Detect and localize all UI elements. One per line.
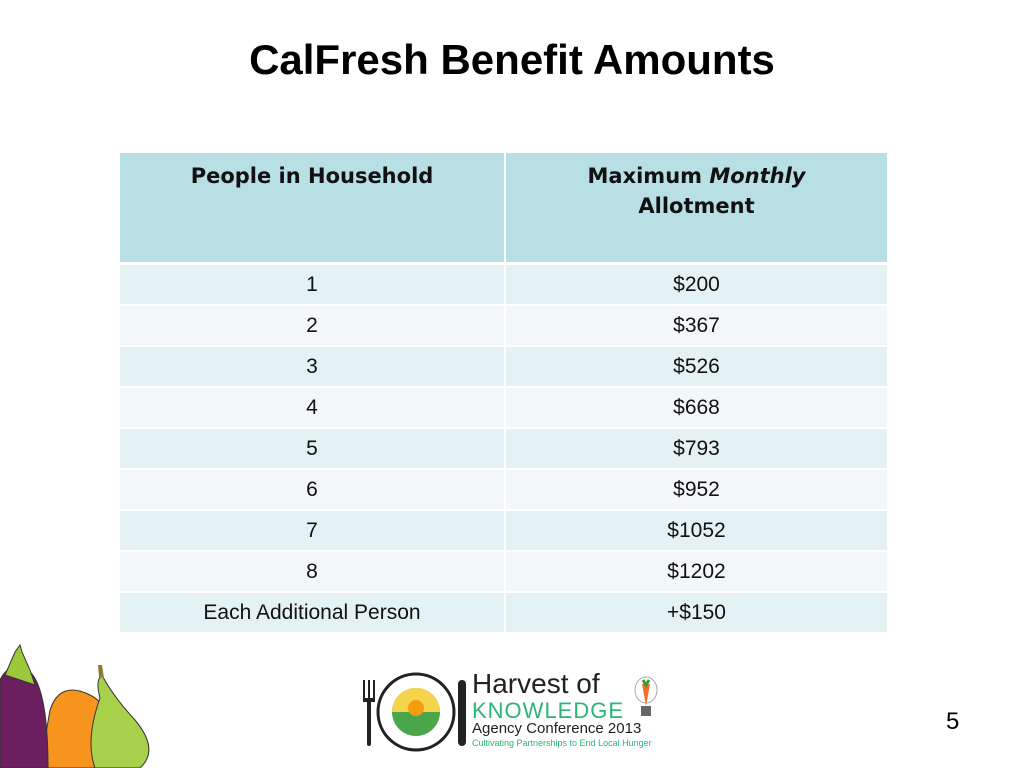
fruit-illustration-icon [0, 643, 150, 768]
table-header-row: People in Household Maximum Monthly Allo… [120, 153, 887, 265]
header-allotment-part1: Maximum [587, 164, 710, 188]
cell-amount: $952 [505, 469, 887, 511]
table-row: 5 $793 [120, 428, 887, 470]
table-row: 2 $367 [120, 305, 887, 347]
cell-amount: $367 [505, 305, 887, 347]
table-row: 3 $526 [120, 346, 887, 388]
table-row: 8 $1202 [120, 551, 887, 593]
header-allotment: Maximum Monthly Allotment [505, 153, 887, 265]
cell-people: 2 [120, 305, 506, 347]
cell-amount: $1202 [505, 551, 887, 593]
cell-people: 5 [120, 428, 506, 470]
logo-line2: KNOWLEDGE [472, 698, 625, 723]
fork-icon [363, 680, 375, 746]
cell-amount: $200 [505, 263, 887, 306]
cell-people: Each Additional Person [120, 592, 506, 634]
cell-people: 8 [120, 551, 506, 593]
table-row: 1 $200 [120, 263, 887, 306]
table-row: 4 $668 [120, 387, 887, 429]
table-row: 6 $952 [120, 469, 887, 511]
benefit-table: People in Household Maximum Monthly Allo… [120, 153, 887, 634]
page-number: 5 [946, 708, 960, 735]
cell-people: 3 [120, 346, 506, 388]
food-bank-badge-icon [376, 672, 456, 752]
cell-amount: $668 [505, 387, 887, 429]
logo-line1: Harvest of [472, 668, 600, 699]
knife-icon [458, 680, 466, 746]
header-people: People in Household [120, 153, 506, 265]
cell-amount: $793 [505, 428, 887, 470]
cell-people: 7 [120, 510, 506, 552]
cell-people: 1 [120, 263, 506, 306]
header-allotment-italic: Monthly [709, 164, 806, 188]
slide-title: CalFresh Benefit Amounts [249, 36, 775, 83]
cell-people: 6 [120, 469, 506, 511]
table-row: Each Additional Person +$150 [120, 592, 887, 634]
cell-amount: $526 [505, 346, 887, 388]
logo-tagline: Cultivating Partnerships to End Local Hu… [472, 738, 652, 748]
logo-line3: Agency Conference 2013 [472, 720, 642, 737]
table-row: 7 $1052 [120, 510, 887, 552]
cell-people: 4 [120, 387, 506, 429]
cell-amount: +$150 [505, 592, 887, 634]
lightbulb-carrot-icon [634, 676, 658, 716]
cell-amount: $1052 [505, 510, 887, 552]
header-allotment-part2: Allotment [638, 194, 755, 218]
conference-logo: Harvest of KNOWLEDGE Agency Conference 2… [362, 668, 662, 752]
